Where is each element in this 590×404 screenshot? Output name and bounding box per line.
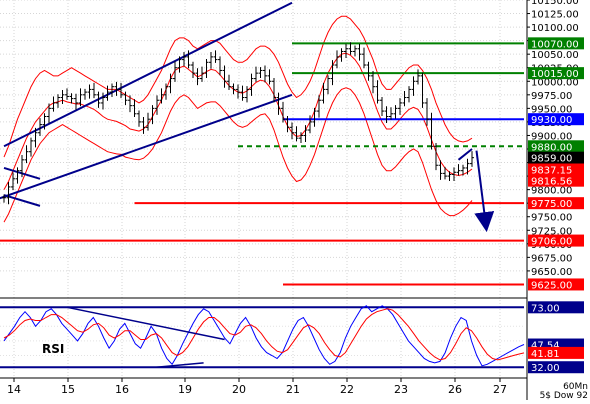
price-bars (2, 42, 474, 205)
channel-line-lower (0, 93, 293, 200)
forecast-arrow (474, 150, 495, 233)
value-tag-bg (528, 174, 584, 187)
x-tick-label: 21 (286, 383, 300, 396)
rsi-series (3, 305, 525, 367)
level-tag-bg (528, 37, 584, 50)
y-tick-label: 9900.00 (531, 131, 572, 142)
y-tick-label: 9650.00 (531, 267, 572, 278)
level-tag: 9880.00 (531, 142, 572, 153)
y-tick-label: 9725.00 (531, 226, 572, 237)
rsi-trendlines (66, 306, 225, 368)
bottom-right-label-line-2: 5$ Dow 92 (540, 391, 588, 400)
bottom-right-label-line-1: 60Mn (563, 382, 588, 392)
rsi-value-tag-bg (528, 346, 584, 359)
price-grid (0, 0, 524, 376)
level-tag: 10015.00 (531, 69, 579, 80)
rsi-value-tag: 47.54 (531, 341, 560, 352)
level-tag: 10070.00 (531, 39, 579, 50)
value-tag: 9859.00 (531, 154, 572, 165)
level-tag: 9706.00 (531, 237, 572, 248)
x-tick-label: 14 (7, 383, 21, 396)
channel-fragment-lower (3, 194, 41, 207)
rsi-level-tag-bg (528, 301, 584, 314)
level-tag: 9775.00 (531, 199, 572, 210)
value-tag-bg (528, 163, 584, 176)
level-tag-bg (528, 113, 584, 126)
rsi-levels (0, 306, 524, 369)
y-tick-label: 9675.00 (531, 253, 572, 264)
rsi-panel-label: RSI (42, 342, 64, 356)
x-axis-ticks: 14 15 16 19 20 21 22 23 26 27 (7, 378, 507, 396)
rsi-level-tag: 73.00 (531, 303, 560, 314)
y-tick-label: 10150.00 (531, 0, 579, 7)
bollinger-band-lower (3, 87, 473, 223)
y-tick-label: 9750.00 (531, 213, 572, 224)
rsi-trendline (66, 306, 225, 341)
x-tick-label: 20 (232, 383, 246, 396)
rsi-line (3, 305, 525, 367)
rsi-level-tag-bg (528, 361, 584, 374)
level-tags: 10070.00 10015.00 9930.00 9880.00 9775.00 970… (528, 37, 584, 291)
y-tick-label: 10100.00 (531, 23, 579, 34)
level-tag-bg (528, 140, 584, 153)
y-tick-label: 9950.00 (531, 104, 572, 115)
rsi-trendline (156, 362, 204, 368)
rsi-value-tag: 41.81 (531, 349, 560, 360)
x-tick-label: 23 (394, 383, 408, 396)
level-tag-bg (528, 278, 584, 291)
y-tick-label: 9800.00 (531, 186, 572, 197)
value-tag-bg (528, 151, 584, 164)
level-tag-bg (528, 234, 584, 247)
rsi-signal-line (3, 308, 525, 361)
x-tick-label: 26 (448, 383, 462, 396)
y-tick-label: 10050.00 (531, 50, 579, 61)
bollinger-band-upper (3, 15, 473, 158)
rsi-level-tag: 32.00 (531, 363, 560, 374)
axis-frame (0, 0, 528, 400)
x-tick-label: 16 (115, 383, 129, 396)
level-tag-bg (528, 67, 584, 80)
price-arrows (457, 148, 495, 233)
x-tick-label: 22 (340, 383, 354, 396)
value-tag: 9816.56 (531, 177, 572, 188)
x-tick-label: 15 (61, 383, 75, 396)
x-tick-label: 19 (178, 383, 192, 396)
price-levels (0, 42, 524, 286)
y-tick-label: 9975.00 (531, 91, 572, 102)
level-tag: 9930.00 (531, 115, 572, 126)
channel-line-upper (3, 1, 293, 148)
level-tag-bg (528, 197, 584, 210)
x-tick-label: 27 (493, 383, 507, 396)
value-tag: 9837.15 (531, 166, 572, 177)
y-tick-label: 10125.00 (531, 10, 579, 21)
level-tag: 9625.00 (531, 280, 572, 291)
forecast-arrow (457, 148, 473, 161)
y-tick-label: 10000.00 (531, 77, 579, 88)
rsi-grid (0, 325, 524, 357)
